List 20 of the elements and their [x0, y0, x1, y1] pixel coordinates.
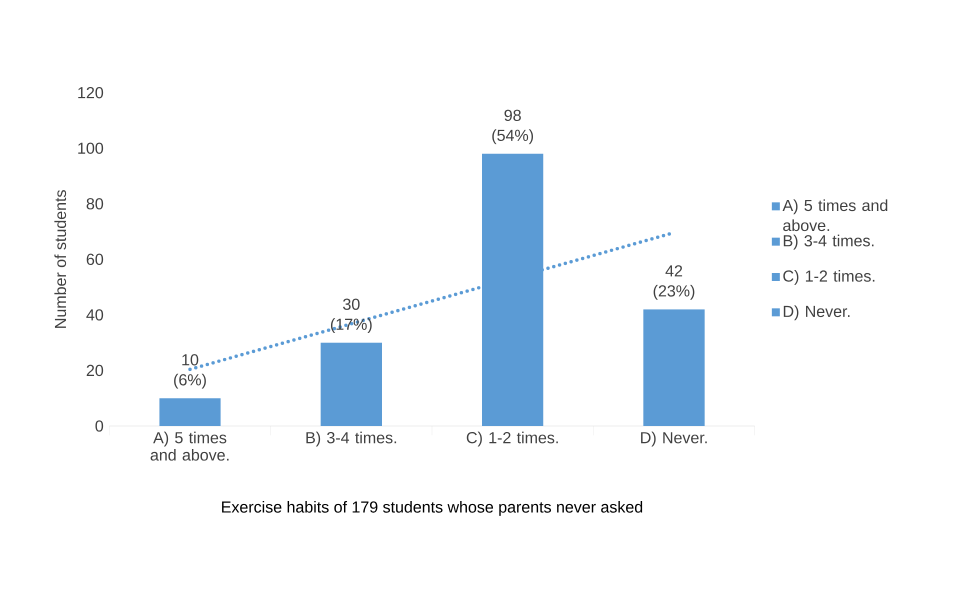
legend-label: C) 1-2 times. [783, 270, 874, 285]
y-tick-label: 40 [86, 309, 104, 321]
legend-label: B) 3-4 times. [784, 234, 874, 250]
y-tick-label: 60 [86, 254, 104, 265]
y-tick-label: 80 [86, 198, 104, 210]
x-tick-label: A) 5 times and above. [150, 432, 229, 461]
y-axis-title: Number of students [54, 190, 66, 328]
x-tick-label: C) 1-2 times. [466, 432, 558, 446]
x-axis-title: Exercise habits of 179 students whose parents never asked [222, 500, 642, 516]
legend-label: A) 5 times and above. [782, 199, 888, 232]
x-tick-label: B) 3-4 times. [306, 432, 396, 446]
y-tick-label: 100 [78, 142, 104, 154]
legend-label: D) Never. [784, 305, 850, 320]
y-tick-label: 20 [86, 364, 104, 376]
data-label: 98 (54%) [492, 110, 533, 144]
x-tick-label: D) Never. [641, 432, 707, 446]
data-label: 42 (23%) [654, 265, 694, 300]
y-tick-label: 120 [78, 87, 104, 98]
y-tick-label: 0 [95, 420, 104, 432]
data-label: 10 (6%) [174, 354, 206, 389]
